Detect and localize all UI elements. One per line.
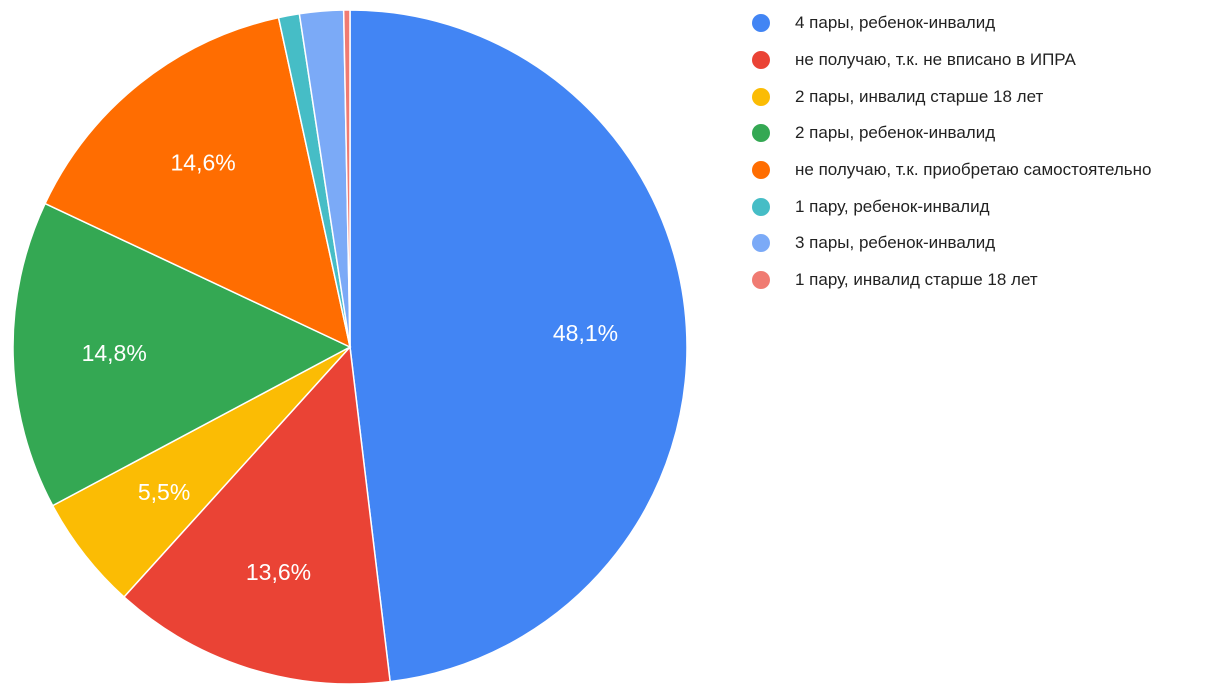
legend-label: не получаю, т.к. не вписано в ИПРА bbox=[795, 50, 1076, 70]
pie-slice bbox=[44, 16, 352, 349]
slice-value-label: 48,1% bbox=[553, 320, 618, 346]
slice-value-label: 13,6% bbox=[246, 559, 311, 585]
legend-marker bbox=[752, 197, 770, 216]
legend-label: не получаю, т.к. приобретаю самостоятель… bbox=[795, 160, 1152, 180]
legend-marker bbox=[752, 161, 770, 180]
legend-marker bbox=[752, 14, 770, 33]
legend-item: не получаю, т.к. не вписано в ИПРА bbox=[752, 42, 1151, 79]
legend-marker bbox=[752, 87, 770, 106]
pie-slice bbox=[342, 9, 351, 348]
pie-slice bbox=[349, 9, 688, 683]
legend-marker bbox=[752, 124, 770, 143]
legend-label: 3 пары, ребенок-инвалид bbox=[795, 233, 996, 253]
slice-value-label: 14,8% bbox=[82, 340, 147, 366]
legend-label: 2 пары, ребенок-инвалид bbox=[795, 123, 996, 143]
legend-label: 2 пары, инвалид старше 18 лет bbox=[795, 86, 1044, 106]
legend-item: 3 пары, ребенок-инвалид bbox=[752, 225, 1151, 262]
pie-slice bbox=[12, 202, 352, 507]
legend-label: 1 пару, инвалид старше 18 лет bbox=[795, 270, 1038, 290]
legend-item: 1 пару, инвалид старше 18 лет bbox=[752, 262, 1151, 299]
legend-item: 2 пары, инвалид старше 18 лет bbox=[752, 78, 1151, 115]
legend-item: не получаю, т.к. приобретаю самостоятель… bbox=[752, 152, 1151, 189]
slice-value-label: 5,5% bbox=[138, 479, 190, 505]
slice-value-label: 14,6% bbox=[170, 149, 235, 175]
pie-chart: 48,1% 13,6% 5,5% 14,8% 14,6% bbox=[12, 9, 688, 684]
legend-label: 1 пару, ребенок-инвалид bbox=[795, 196, 990, 216]
legend-item: 4 пары, ребенок-инвалид bbox=[752, 5, 1151, 42]
legend-marker bbox=[752, 271, 770, 290]
legend-marker bbox=[752, 51, 770, 70]
legend-marker bbox=[752, 234, 770, 253]
legend-item: 1 пару, ребенок-инвалид bbox=[752, 188, 1151, 225]
legend: 4 пары, ребенок-инвалид не получаю, т.к. … bbox=[752, 5, 1151, 299]
legend-item: 2 пары, ребенок-инвалид bbox=[752, 115, 1151, 152]
legend-label: 4 пары, ребенок-инвалид bbox=[795, 13, 996, 33]
